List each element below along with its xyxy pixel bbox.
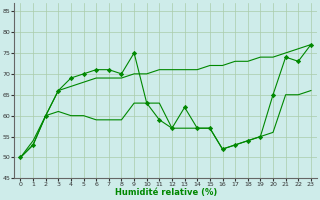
- X-axis label: Humidité relative (%): Humidité relative (%): [115, 188, 217, 197]
